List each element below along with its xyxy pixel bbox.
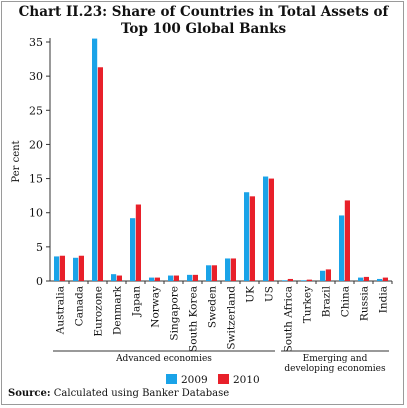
x-tick-label: South Africa <box>283 286 295 352</box>
x-tick-label: Eurozone <box>93 286 105 337</box>
x-tick-label: China <box>340 286 352 317</box>
x-tick-label: US <box>264 286 276 302</box>
legend-swatch-2009 <box>166 374 177 384</box>
x-tick-label: South Korea <box>188 286 200 352</box>
bar-2009-sweden <box>206 265 212 281</box>
chart-title: Chart II.23: Share of Countries in Total… <box>0 4 407 38</box>
bar-2009-singapore <box>168 275 174 281</box>
chart-title-line-2: Top 100 Global Banks <box>120 21 287 37</box>
bar-2009-australia <box>54 256 60 281</box>
x-tick-label: Sweden <box>207 286 219 328</box>
x-tick-label: India <box>378 286 390 313</box>
x-tick-label: Japan <box>131 286 143 317</box>
bar-2009-brazil <box>320 270 326 281</box>
bar-2009-eurozone <box>92 38 98 282</box>
bar-2010-turkey <box>306 279 312 281</box>
bar-2010-uk <box>249 196 255 281</box>
x-tick-label: Russia <box>359 286 371 321</box>
y-tick-label: 25 <box>29 104 43 117</box>
bar-2009-canada <box>73 257 79 281</box>
y-tick-label: 35 <box>29 36 43 49</box>
source-label: Source: <box>8 388 51 399</box>
bar-2009-turkey <box>301 280 307 281</box>
bar-2009-switzerland <box>225 258 231 281</box>
bar-2010-sweden <box>211 265 217 281</box>
bar-2010-south-africa <box>287 278 293 281</box>
bar-2009-norway <box>149 277 155 281</box>
legend-label-2010: 2010 <box>233 374 260 386</box>
x-tick-label: UK <box>245 286 257 303</box>
bar-2010-us <box>268 178 274 281</box>
group-label: Advanced economies <box>115 354 212 364</box>
x-tick-label: Australia <box>55 286 67 335</box>
x-tick-label: Norway <box>150 286 162 328</box>
bar-2009-india <box>377 278 383 281</box>
y-axis-label: Per cent <box>11 140 22 182</box>
bar-2009-us <box>263 176 269 281</box>
bar-2010-canada <box>78 255 84 281</box>
bar-2010-japan <box>135 204 141 281</box>
bar-2010-eurozone <box>97 67 103 281</box>
bar-2009-japan <box>130 218 136 281</box>
bar-2010-south-korea <box>192 274 198 281</box>
bar-2010-australia <box>59 255 65 281</box>
y-tick-label: 5 <box>36 241 43 254</box>
chart-title-line-1: Chart II.23: Share of Countries in Total… <box>18 4 389 20</box>
bar-2009-south-africa <box>282 280 288 281</box>
source-note: Source: Calculated using Banker Database <box>8 388 229 399</box>
bar-2009-uk <box>244 192 250 281</box>
x-tick-label: Denmark <box>112 285 124 335</box>
x-tick-label: Turkey <box>302 286 314 323</box>
legend-swatch-2010 <box>218 374 229 384</box>
y-tick-label: 0 <box>36 275 43 288</box>
x-tick-label: Singapore <box>169 286 181 341</box>
bar-2010-singapore <box>173 275 179 281</box>
y-tick-label: 15 <box>29 173 43 186</box>
group-label: Emerging and <box>303 354 368 364</box>
bar-2009-china <box>339 215 345 281</box>
y-tick-label: 10 <box>29 207 43 220</box>
x-tick-label: Canada <box>74 286 86 326</box>
x-tick-label: Brazil <box>321 285 333 317</box>
x-tick-label: Switzerland <box>226 286 238 350</box>
bar-2010-india <box>382 277 388 281</box>
y-tick-label: 30 <box>29 70 43 83</box>
bar-2009-south-korea <box>187 274 193 281</box>
bar-2010-norway <box>154 277 160 281</box>
bar-2010-switzerland <box>230 258 236 281</box>
bar-2010-russia <box>363 276 369 281</box>
bar-2009-russia <box>358 277 364 281</box>
bar-2010-denmark <box>116 275 122 281</box>
legend-label-2009: 2009 <box>181 374 208 386</box>
bar-2010-china <box>344 200 350 281</box>
group-label: developing economies <box>284 364 386 374</box>
source-text: Calculated using Banker Database <box>53 388 230 399</box>
bar-2009-denmark <box>111 274 117 281</box>
y-tick-label: 20 <box>29 138 43 151</box>
bar-2010-brazil <box>325 269 331 281</box>
